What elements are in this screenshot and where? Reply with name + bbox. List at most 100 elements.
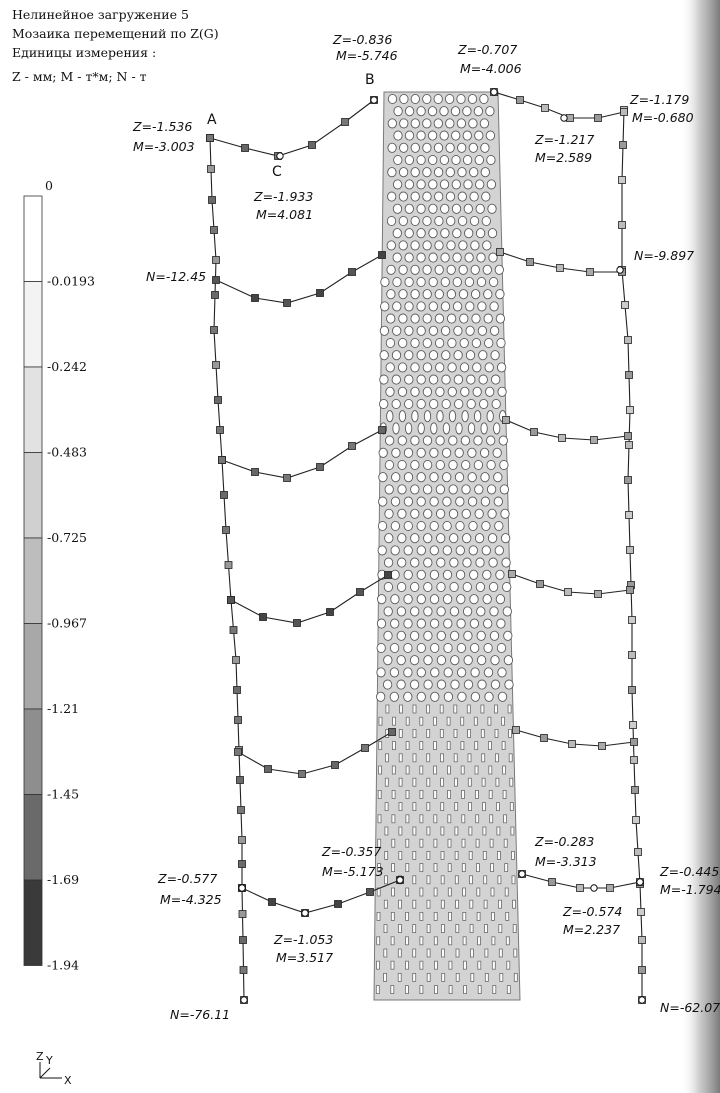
wall-cell bbox=[416, 667, 426, 678]
wall-cell bbox=[385, 386, 395, 397]
wall-cell bbox=[378, 741, 383, 750]
wall-cell bbox=[469, 948, 474, 958]
wall-cell bbox=[416, 350, 426, 361]
wall-cell bbox=[412, 924, 417, 933]
wall-cell bbox=[392, 179, 403, 190]
wall-cell bbox=[403, 667, 413, 678]
wall-cell bbox=[461, 838, 466, 848]
wall-cell bbox=[482, 826, 487, 836]
scale-band bbox=[23, 452, 43, 539]
wall-cell bbox=[377, 594, 387, 605]
wall-cell bbox=[412, 948, 417, 958]
wall-cell bbox=[453, 374, 464, 385]
wall-cell bbox=[435, 435, 445, 446]
left-column-node bbox=[210, 326, 218, 334]
wall-cell bbox=[433, 790, 438, 799]
wall-cell bbox=[461, 790, 465, 799]
wall-cell bbox=[454, 851, 459, 860]
left-beam-node bbox=[293, 619, 301, 627]
left-beam-node bbox=[251, 468, 259, 476]
wall-cell bbox=[383, 581, 394, 593]
left-beam-node bbox=[283, 474, 291, 482]
left-beam-node bbox=[308, 141, 316, 149]
wall-cell bbox=[456, 118, 467, 129]
wall-cell bbox=[391, 863, 396, 872]
right-beam-node bbox=[568, 740, 576, 748]
wall-cell bbox=[462, 960, 467, 970]
wall-cell bbox=[453, 777, 458, 787]
left-beam-node bbox=[212, 276, 220, 284]
wall-cell bbox=[473, 435, 483, 446]
wall-cell bbox=[485, 386, 495, 397]
wall-cell bbox=[432, 716, 437, 726]
right-beam-node bbox=[606, 884, 614, 892]
wall-cell bbox=[398, 826, 403, 836]
wall-cell bbox=[443, 667, 453, 678]
wall-cell bbox=[404, 106, 415, 117]
wall-cell bbox=[423, 557, 433, 568]
wall-cell bbox=[430, 691, 440, 702]
wall-cell bbox=[410, 557, 420, 568]
wall-cell bbox=[454, 826, 459, 836]
wall-cell bbox=[386, 313, 396, 324]
wall-cell bbox=[405, 960, 409, 970]
wall-cell bbox=[422, 118, 432, 129]
left-column-node bbox=[224, 561, 233, 569]
wall-cell bbox=[455, 520, 465, 532]
wall-cell bbox=[387, 118, 397, 129]
z-bottom-left-col-label: Z=-0.577 bbox=[157, 871, 217, 886]
wall-cell bbox=[419, 985, 424, 994]
wall-cell bbox=[443, 691, 454, 702]
wall-cell bbox=[484, 924, 488, 933]
wall-cell bbox=[423, 581, 433, 593]
wall-cell bbox=[461, 484, 471, 495]
wall-cell bbox=[458, 289, 469, 300]
left-beam-node bbox=[341, 118, 349, 126]
z-a-label: Z=-1.536 bbox=[132, 119, 192, 134]
wall-cell bbox=[470, 642, 480, 654]
left-beam-node bbox=[259, 613, 267, 621]
wall-cell bbox=[434, 337, 445, 349]
scale-tick-label: -0.967 bbox=[47, 616, 87, 631]
wall-cell bbox=[410, 264, 420, 275]
wall-cell bbox=[416, 106, 426, 117]
wall-cell bbox=[446, 313, 457, 324]
wall-cell bbox=[410, 362, 420, 373]
left-beam-node bbox=[388, 728, 396, 736]
wall-cell bbox=[433, 814, 438, 824]
wall-cell bbox=[480, 496, 491, 507]
wall-cell bbox=[511, 851, 515, 860]
wall-cell bbox=[440, 203, 450, 214]
z-top-right-col-label: Z=-1.179 bbox=[629, 92, 689, 107]
wall-cell bbox=[416, 545, 426, 556]
marked-node bbox=[396, 876, 404, 884]
wall-cell bbox=[416, 618, 426, 629]
wall-cell bbox=[448, 960, 453, 970]
wall-cell bbox=[447, 863, 452, 872]
wall-cell bbox=[448, 912, 452, 921]
wall-cell bbox=[502, 606, 512, 617]
wall-cell bbox=[493, 472, 503, 483]
wall-cell bbox=[466, 704, 471, 714]
wall-cell bbox=[450, 679, 460, 690]
wall-cell bbox=[453, 350, 463, 361]
wall-cell bbox=[422, 289, 432, 300]
z-bottom-right-col-label: Z=-0.445 bbox=[659, 864, 719, 879]
wall-cell bbox=[463, 630, 473, 641]
marked-node bbox=[370, 96, 378, 104]
wall-cell bbox=[493, 422, 501, 435]
wall-cell bbox=[499, 459, 509, 471]
wall-cell bbox=[423, 410, 432, 423]
wall-cell bbox=[449, 606, 460, 617]
wall-cell bbox=[416, 642, 426, 654]
wall-cell bbox=[419, 912, 424, 921]
frame-nodes bbox=[206, 88, 646, 1004]
wall-cell bbox=[436, 606, 446, 617]
wall-cell bbox=[488, 252, 498, 263]
wall-cell bbox=[451, 179, 461, 190]
wall-cell bbox=[416, 203, 426, 214]
left-beam-node bbox=[251, 294, 259, 302]
wall-cell bbox=[496, 362, 507, 373]
wall-cell bbox=[459, 313, 469, 324]
wall-cell bbox=[452, 252, 462, 263]
